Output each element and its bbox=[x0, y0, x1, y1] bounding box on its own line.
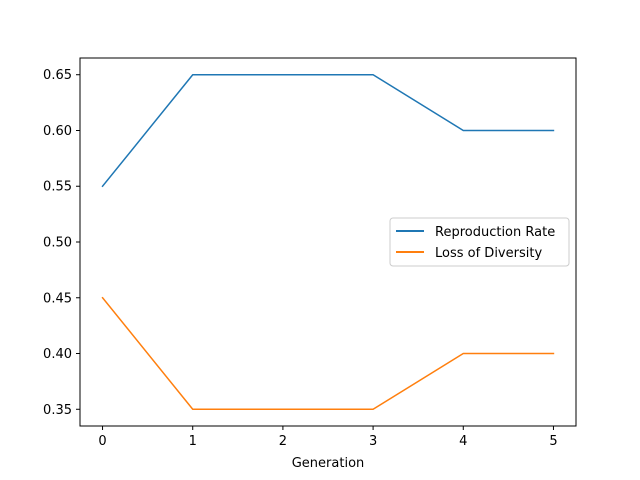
series-layer bbox=[101, 73, 555, 411]
x-tick-label: 5 bbox=[549, 434, 557, 449]
y-tick-label: 0.35 bbox=[43, 403, 72, 418]
y-axis: 0.35 0.40 0.45 0.50 0.55 0.60 0.65 bbox=[43, 68, 80, 418]
y-tick-label: 0.40 bbox=[43, 347, 72, 362]
legend-box bbox=[389, 217, 570, 267]
y-tick-label: 0.50 bbox=[43, 236, 72, 251]
x-tick-label: 0 bbox=[98, 434, 106, 449]
y-tick-label: 0.65 bbox=[43, 68, 72, 83]
x-tick-label: 1 bbox=[189, 434, 197, 449]
x-tick-label: 2 bbox=[279, 434, 287, 449]
x-tick-label: 4 bbox=[459, 434, 467, 449]
x-axis-label: Generation bbox=[292, 456, 365, 471]
y-tick-label: 0.60 bbox=[43, 124, 72, 139]
legend: Reproduction Rate Loss of Diversity bbox=[389, 217, 570, 267]
legend-label-reproduction-rate: Reproduction Rate bbox=[435, 225, 555, 240]
series-line-reproduction-rate bbox=[101, 73, 555, 188]
y-tick-label: 0.45 bbox=[43, 291, 72, 306]
y-tick-label: 0.55 bbox=[43, 180, 72, 195]
series-line-loss-of-diversity bbox=[101, 296, 555, 411]
x-axis: 0 1 2 3 4 5 bbox=[98, 426, 558, 449]
legend-label-loss-of-diversity: Loss of Diversity bbox=[435, 246, 542, 261]
x-tick-label: 3 bbox=[369, 434, 377, 449]
